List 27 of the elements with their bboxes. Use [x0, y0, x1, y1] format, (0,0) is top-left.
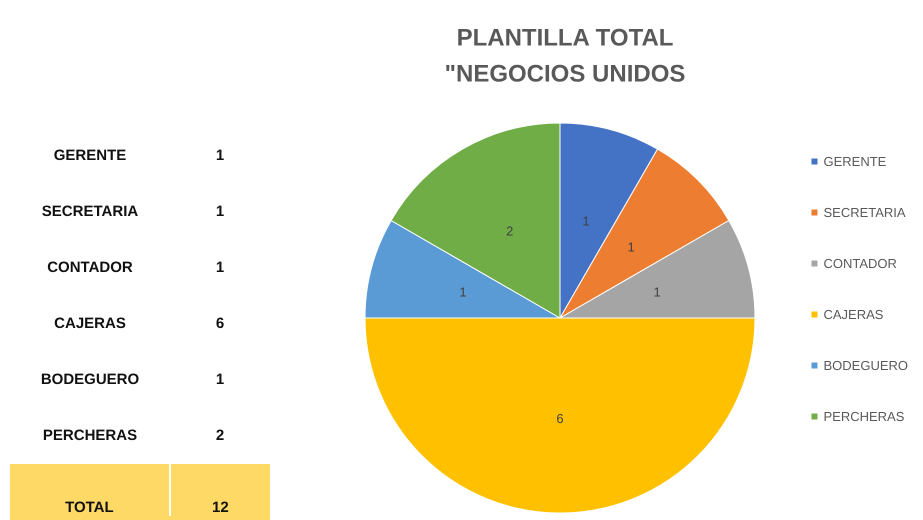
text: 1 — [214, 258, 226, 276]
text: SECRETARIA — [40, 202, 140, 220]
text: TOTAL — [10, 464, 171, 516]
text: PERCHERAS — [42, 426, 138, 444]
text: CONTADOR — [46, 258, 134, 276]
data-label: 1 — [627, 239, 635, 254]
legend-label: BODEGUERO — [823, 358, 908, 373]
text: 6 — [556, 411, 564, 426]
legend-label: PERCHERAS — [823, 409, 905, 424]
data-label: 6 — [214, 314, 226, 332]
legend-label: CAJERAS — [823, 307, 884, 322]
legend-label: GERENTE — [823, 154, 887, 169]
data-label: 2 — [506, 223, 514, 238]
text: BODEGUERO — [40, 370, 140, 388]
text: 1 — [214, 146, 226, 164]
data-label: 1 — [459, 284, 467, 300]
text: 2 — [214, 426, 226, 444]
text: GERENTE — [52, 146, 128, 164]
text: CAJERAS — [53, 314, 127, 332]
legend-label: CONTADOR — [823, 256, 897, 271]
data-label: 1 — [582, 213, 590, 228]
legend-label: SECRETARIA — [823, 205, 906, 220]
text: 12 — [211, 499, 230, 516]
text: 1 — [214, 202, 226, 220]
data-label: 1 — [653, 284, 661, 300]
text: 1 — [214, 370, 226, 388]
chart-title: PLANTILLA TOTAL "NEGOCIOS UNIDOS — [444, 24, 686, 88]
